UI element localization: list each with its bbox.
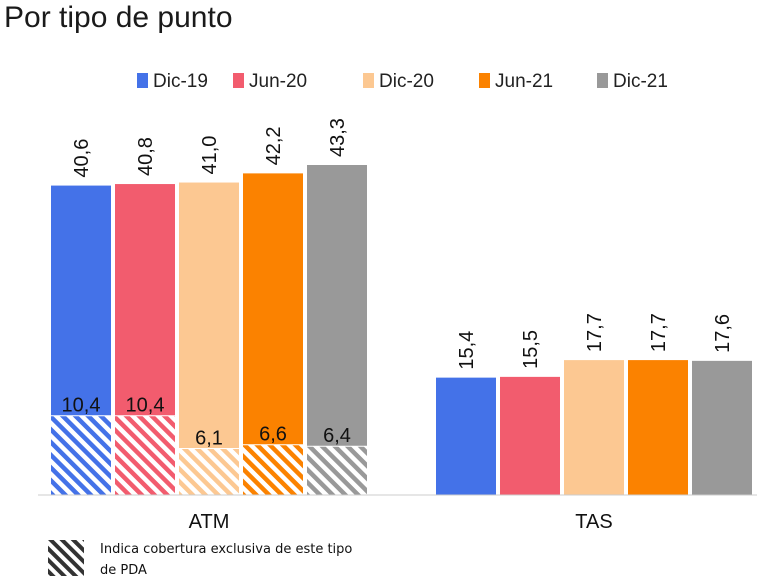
bar-exclusive-atm-dic-21 [307,446,367,495]
bar-value-label: 15,4 [456,331,478,370]
bar-value-label: 17,7 [648,313,670,352]
legend-swatch-dic-20 [363,73,374,88]
bar-value-label: 40,6 [71,139,93,178]
bar-tas-jun-20 [500,376,560,495]
exclusive-value-label: 6,6 [259,424,287,446]
bar-exclusive-atm-jun-21 [243,444,303,495]
chart-legend: Dic-19 Jun-20 Dic-20 Jun-21 Dic-21 [137,71,668,92]
bar-value-label: 41,0 [199,136,221,175]
bars-group [51,165,752,496]
exclusive-value-label: 6,1 [195,428,223,450]
bar-tas-jun-21 [628,360,688,495]
hatch-swatch-icon [48,540,84,576]
legend-swatch-jun-20 [233,73,244,88]
bar-value-label: 42,2 [263,126,285,165]
legend-label-jun-21: Jun-21 [495,71,553,92]
legend-label-dic-19: Dic-19 [153,71,208,92]
labels-group: 10,4 40,6 10,4 40,8 6,1 41,0 6,6 42,2 6,4 43,3 ATM… [62,118,734,533]
chart-title: Por tipo de punto [4,1,233,34]
legend-label-jun-20: Jun-20 [249,71,307,92]
exclusive-value-label: 10,4 [126,395,165,417]
bar-value-label: 15,5 [520,330,542,369]
legend-label-dic-21: Dic-21 [613,71,668,92]
bar-exclusive-atm-dic-19 [51,415,111,495]
bar-exclusive-atm-dic-20 [179,448,239,495]
exclusive-value-label: 6,4 [323,425,351,447]
category-label-tas: TAS [575,511,612,533]
bar-tas-dic-20 [564,360,624,495]
bar-value-label: 17,6 [712,314,734,353]
bar-value-label: 17,7 [584,313,606,352]
bar-tas-dic-19 [436,377,496,495]
legend-swatch-dic-21 [597,73,608,88]
bar-tas-dic-21 [692,360,752,495]
bar-exclusive-atm-jun-20 [115,415,175,495]
hatch-legend-text: Indica cobertura exclusiva de este tipo … [100,542,353,578]
bar-atm-dic-21 [307,165,367,495]
bar-atm-dic-20 [179,182,239,495]
category-label-atm: ATM [189,511,230,533]
legend-swatch-dic-19 [137,73,148,88]
legend-swatch-jun-21 [479,73,490,88]
bar-atm-jun-21 [243,173,303,496]
bar-value-label: 43,3 [327,118,349,157]
bar-value-label: 40,8 [135,137,157,176]
exclusive-value-label: 10,4 [62,395,101,417]
legend-label-dic-20: Dic-20 [379,71,434,92]
